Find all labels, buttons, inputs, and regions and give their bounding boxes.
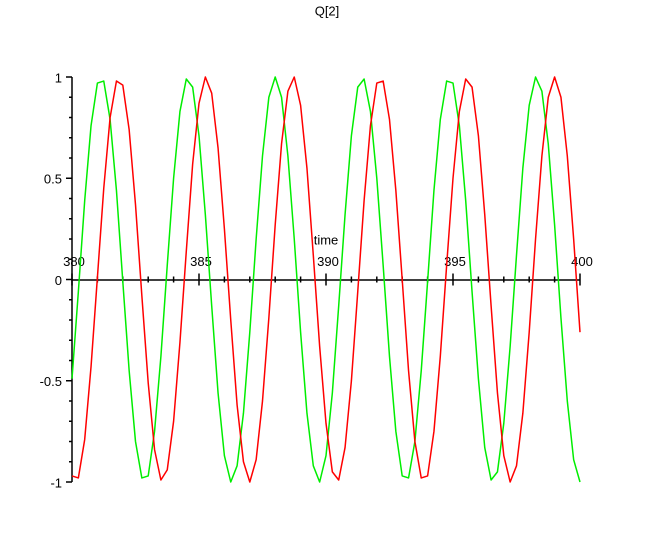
- x-tick-label: 380: [63, 254, 85, 269]
- y-tick-label: 0: [55, 273, 62, 288]
- x-tick-label: 400: [571, 254, 593, 269]
- series-line: [71, 76, 581, 483]
- y-tick-label: -0.5: [40, 374, 62, 389]
- x-tick-label: 390: [317, 254, 339, 269]
- y-tick-label: -1: [50, 475, 62, 490]
- chart-title: Q[2]: [315, 3, 340, 18]
- x-tick-label: 395: [444, 254, 466, 269]
- series-line: [71, 76, 581, 483]
- x-axis-label: time: [314, 232, 339, 247]
- y-tick-label: 1: [55, 70, 62, 85]
- y-tick-label: 0.5: [44, 172, 62, 187]
- x-tick-label: 385: [190, 254, 212, 269]
